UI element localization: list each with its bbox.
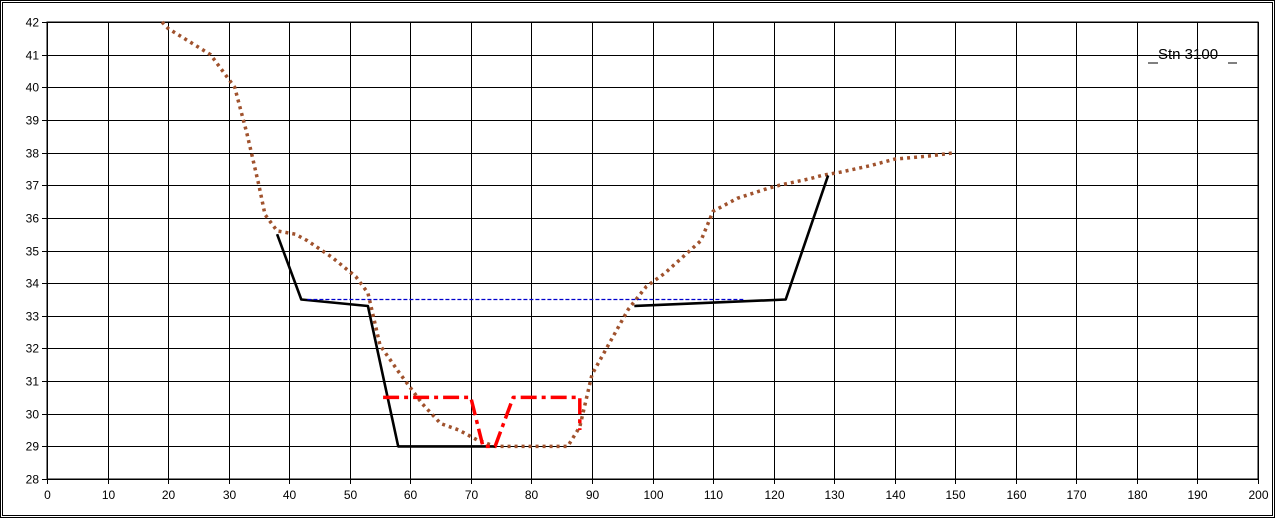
y-tick-label: 31 bbox=[26, 375, 40, 389]
grid bbox=[47, 22, 1259, 480]
series-group bbox=[160, 20, 956, 449]
x-tick-label: 80 bbox=[525, 488, 539, 502]
y-tick-label: 42 bbox=[26, 16, 40, 30]
station-annotation: Stn 3100 bbox=[1148, 46, 1237, 64]
x-tick-label: 30 bbox=[223, 488, 237, 502]
y-tick-label: 32 bbox=[26, 342, 40, 356]
y-tick-label: 30 bbox=[26, 408, 40, 422]
x-tick-label: 160 bbox=[1006, 488, 1026, 502]
ground-profile-line bbox=[160, 20, 956, 449]
x-tick-label: 70 bbox=[465, 488, 479, 502]
y-tick-label: 38 bbox=[26, 147, 40, 161]
design-section-line bbox=[275, 233, 496, 448]
x-tick-label: 190 bbox=[1187, 488, 1207, 502]
plot-area bbox=[46, 21, 1259, 480]
y-tick-label: 36 bbox=[26, 212, 40, 226]
y-tick-label: 37 bbox=[26, 179, 40, 193]
x-tick-label: 130 bbox=[824, 488, 844, 502]
y-tick-label: 29 bbox=[26, 440, 40, 454]
x-tick-label: 150 bbox=[945, 488, 965, 502]
low-flow-channel-line bbox=[383, 395, 582, 449]
y-tick-label: 33 bbox=[26, 310, 40, 324]
x-tick-label: 120 bbox=[764, 488, 784, 502]
y-tick-label: 34 bbox=[26, 277, 40, 291]
x-tick-label: 180 bbox=[1127, 488, 1147, 502]
x-tick-label: 40 bbox=[283, 488, 297, 502]
x-tick-label: 170 bbox=[1066, 488, 1086, 502]
x-tick-label: 10 bbox=[102, 488, 116, 502]
y-tick-label: 28 bbox=[26, 473, 40, 487]
x-tick-label: 200 bbox=[1248, 488, 1268, 502]
station-label: Stn 3100 bbox=[1158, 46, 1218, 63]
design-section-line bbox=[634, 174, 830, 308]
x-tick-label: 100 bbox=[643, 488, 663, 502]
x-tick-label: 50 bbox=[344, 488, 358, 502]
y-axis-ticks: 28 29 30 31 32 33 34 35 36 37 38 39 40 41 42 bbox=[26, 16, 47, 487]
x-axis-ticks: 0 10 20 30 40 50 60 70 80 90 100 110 120 130 140 150 160… bbox=[44, 479, 1269, 502]
x-tick-label: 0 bbox=[44, 488, 51, 502]
y-tick-label: 35 bbox=[26, 245, 40, 259]
y-tick-label: 39 bbox=[26, 114, 40, 128]
y-tick-label: 41 bbox=[26, 49, 40, 63]
y-tick-label: 40 bbox=[26, 81, 40, 95]
x-tick-label: 90 bbox=[586, 488, 600, 502]
x-tick-label: 60 bbox=[404, 488, 418, 502]
x-tick-label: 140 bbox=[885, 488, 905, 502]
x-tick-label: 110 bbox=[704, 488, 723, 502]
x-tick-label: 20 bbox=[162, 488, 176, 502]
